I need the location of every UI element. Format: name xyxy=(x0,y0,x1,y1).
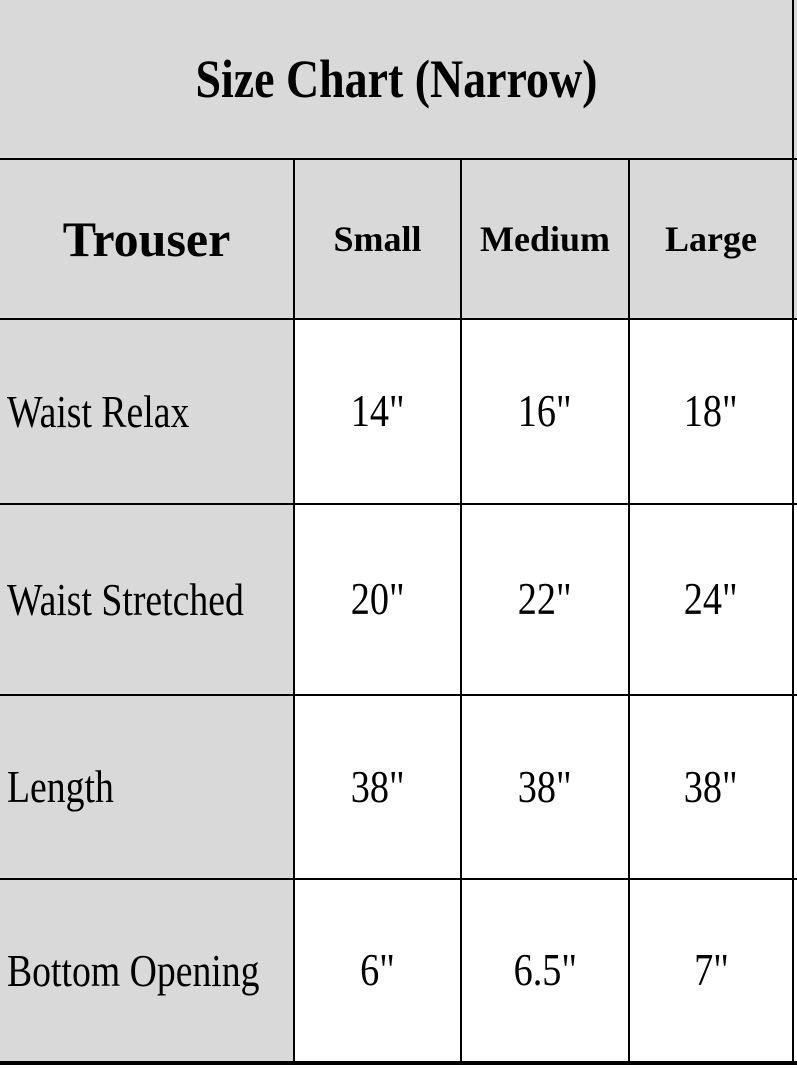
table-bottom-border xyxy=(0,1061,797,1065)
right-edge-sliver xyxy=(792,878,797,1061)
value-cell: 38" xyxy=(460,694,628,878)
value-cell: 24" xyxy=(628,503,792,694)
value-cell: 7" xyxy=(628,878,792,1061)
cell-value: 14" xyxy=(350,386,405,436)
title-cell: Size Chart (Narrow) xyxy=(0,0,792,158)
value-cell: 22" xyxy=(460,503,628,694)
value-cell: 6.5" xyxy=(460,878,628,1061)
corner-header-label: Trouser xyxy=(62,211,231,267)
value-cell: 18" xyxy=(628,318,792,503)
row-label: Length xyxy=(7,761,114,812)
value-cell: 38" xyxy=(628,694,792,878)
right-edge-sliver xyxy=(792,503,797,694)
cell-value: 24" xyxy=(684,574,738,624)
row-label-cell-waist-stretched: Waist Stretched xyxy=(0,503,293,694)
right-edge-sliver xyxy=(792,0,797,158)
column-header-label: Small xyxy=(333,219,422,259)
right-edge-sliver xyxy=(792,318,797,503)
cell-value: 38" xyxy=(350,761,405,812)
right-edge-sliver xyxy=(792,158,797,318)
corner-header-cell: Trouser xyxy=(0,158,293,318)
cell-value: 38" xyxy=(684,761,738,812)
value-cell: 6" xyxy=(293,878,460,1061)
column-header-label: Large xyxy=(665,219,757,259)
column-header-medium: Medium xyxy=(460,158,628,318)
cell-value: 18" xyxy=(684,386,738,436)
value-cell: 16" xyxy=(460,318,628,503)
cell-value: 22" xyxy=(518,574,572,624)
row-label-cell-waist-relax: Waist Relax xyxy=(0,318,293,503)
row-label: Waist Stretched xyxy=(7,573,244,625)
row-label: Waist Relax xyxy=(7,385,190,437)
row-label-cell-bottom-opening: Bottom Opening xyxy=(0,878,293,1061)
value-cell: 38" xyxy=(293,694,460,878)
column-header-small: Small xyxy=(293,158,460,318)
right-edge-sliver xyxy=(792,694,797,878)
value-cell: 20" xyxy=(293,503,460,694)
chart-title: Size Chart (Narrow) xyxy=(195,49,597,109)
row-label-cell-length: Length xyxy=(0,694,293,878)
cell-value: 6" xyxy=(360,945,395,995)
value-cell: 14" xyxy=(293,318,460,503)
column-header-large: Large xyxy=(628,158,792,318)
row-label: Bottom Opening xyxy=(7,944,260,996)
column-header-label: Medium xyxy=(480,219,610,259)
cell-value: 38" xyxy=(518,761,572,812)
cell-value: 6.5" xyxy=(513,945,577,995)
cell-value: 7" xyxy=(693,945,729,995)
cell-value: 16" xyxy=(518,386,572,436)
cell-value: 20" xyxy=(350,574,405,624)
